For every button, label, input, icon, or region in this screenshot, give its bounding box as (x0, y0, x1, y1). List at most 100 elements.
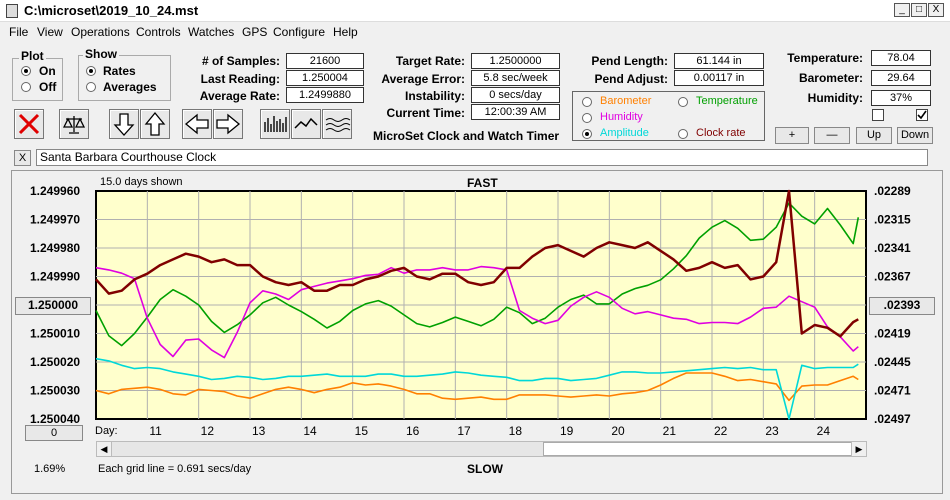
center-rate-button[interactable]: 1.250000 (15, 297, 91, 315)
barometer-label: Barometer: (798, 71, 863, 85)
option-checkbox-2[interactable] (916, 109, 928, 121)
barometer-option-label: Barometer (600, 95, 652, 107)
plus-button[interactable]: + (775, 127, 809, 144)
day-tick-label: 23 (765, 424, 779, 438)
menu-view[interactable]: View (37, 25, 63, 39)
pend-length-label: Pend Length: (591, 54, 668, 68)
option-checkbox-1[interactable] (872, 109, 884, 121)
app-icon (6, 4, 18, 18)
show-averages-radio[interactable] (86, 82, 96, 92)
samples-value: 21600 (286, 53, 364, 69)
show-group (78, 55, 171, 101)
day-tick-label: 13 (252, 424, 266, 438)
menu-operations[interactable]: Operations (71, 25, 130, 39)
slow-label: SLOW (467, 462, 503, 476)
day-tick-label: 12 (201, 424, 215, 438)
series-line-humidity (95, 265, 859, 359)
right-tick-label: .02367 (874, 270, 911, 284)
clear-clock-button[interactable]: X (14, 150, 31, 166)
zero-button[interactable]: 0 (25, 425, 83, 441)
plot-on-label: On (39, 64, 56, 78)
bar-graph-icon (264, 116, 287, 132)
wave-graph-button[interactable] (322, 109, 352, 139)
day-tick-label: 21 (663, 424, 677, 438)
clock-rate-option-label: Clock rate (696, 127, 746, 139)
menu-file[interactable]: File (9, 25, 29, 39)
barometer-value: 29.64 (871, 70, 931, 86)
barometer-radio[interactable] (582, 97, 592, 107)
line-graph-icon (294, 117, 318, 129)
bar-graph-button[interactable] (260, 109, 290, 139)
horizontal-scrollbar[interactable]: ◀ ▶ (96, 441, 867, 457)
menu-controls[interactable]: Controls (136, 25, 181, 39)
temperature-radio[interactable] (678, 97, 688, 107)
checkmark-icon (917, 110, 927, 120)
right-tick-label: .02471 (874, 384, 911, 398)
right-tick-label: .02315 (874, 213, 911, 227)
maximize-button[interactable]: □ (911, 3, 927, 17)
scroll-right-arrow-icon[interactable]: ▶ (851, 442, 866, 456)
humidity-label: Humidity: (807, 91, 863, 105)
arrow-up-icon (144, 111, 166, 136)
menu-watches[interactable]: Watches (188, 25, 235, 39)
right-tick-label: .02289 (874, 184, 911, 198)
left-arrow-button[interactable] (182, 109, 212, 139)
last-reading-label: Last Reading: (200, 72, 280, 86)
day-tick-label: 16 (406, 424, 420, 438)
balance-scale-icon (62, 116, 86, 134)
day-tick-label: 11 (149, 424, 162, 438)
up-arrow-button[interactable] (140, 109, 170, 139)
day-tick-label: 17 (457, 424, 471, 438)
amplitude-option-label: Amplitude (600, 127, 649, 139)
show-averages-label: Averages (103, 80, 157, 94)
close-button[interactable]: X (928, 3, 944, 17)
humidity-radio[interactable] (582, 113, 592, 123)
average-error-value: 5.8 sec/week (471, 70, 560, 86)
minus-button[interactable]: — (814, 127, 850, 144)
axis-ticks: 1.249960 1.249970 1.249980 1.249990 1.250010… (30, 184, 911, 438)
current-time-value: 12:00:39 AM (471, 104, 560, 120)
plot-off-radio[interactable] (21, 82, 31, 92)
series-line-clock-rate (95, 189, 859, 338)
right-arrow-button[interactable] (213, 109, 243, 139)
average-rate-value: 1.2499880 (286, 87, 364, 103)
show-group-label: Show (83, 47, 119, 61)
scroll-left-arrow-icon[interactable]: ◀ (97, 442, 112, 456)
left-tick-label: 1.250040 (30, 412, 80, 426)
rate-chart: 1.249960 1.249970 1.249980 1.249990 1.250010… (30, 184, 911, 438)
up-button[interactable]: Up (856, 127, 892, 144)
pend-length-value: 61.144 in (674, 53, 764, 69)
clock-name-field[interactable]: Santa Barbara Courthouse Clock (36, 149, 928, 166)
humidity-value: 37% (871, 90, 931, 106)
scroll-thumb[interactable] (543, 442, 853, 456)
menu-help[interactable]: Help (333, 25, 358, 39)
down-button[interactable]: Down (897, 127, 933, 144)
right-tick-label: .02497 (874, 412, 911, 426)
day-tick-label: 19 (560, 424, 574, 438)
arrow-left-icon (184, 113, 209, 135)
clock-rate-radio[interactable] (678, 129, 688, 139)
show-rates-radio[interactable] (86, 66, 96, 76)
line-graph-button[interactable] (291, 109, 321, 139)
instability-value: 0 secs/day (471, 87, 560, 103)
balance-button[interactable] (59, 109, 89, 139)
left-tick-label: 1.250020 (30, 355, 80, 369)
average-rate-label: Average Rate: (199, 89, 280, 103)
minimize-button[interactable]: _ (894, 3, 910, 17)
app-title: MicroSet Clock and Watch Timer (373, 129, 560, 143)
plot-on-radio[interactable] (21, 66, 31, 76)
instability-label: Instability: (404, 89, 465, 103)
stop-button[interactable] (14, 109, 44, 139)
center-amplitude-button[interactable]: .02393 (869, 297, 935, 315)
left-tick-label: 1.250010 (30, 327, 80, 341)
left-tick-label: 1.249980 (30, 241, 80, 255)
temperature-label: Temperature: (787, 51, 863, 65)
amplitude-radio[interactable] (582, 129, 592, 139)
menu-configure[interactable]: Configure (273, 25, 326, 39)
series-line-amplitude (95, 357, 859, 420)
day-tick-label: 24 (817, 424, 831, 438)
show-rates-label: Rates (103, 64, 136, 78)
down-arrow-button[interactable] (109, 109, 139, 139)
arrow-right-icon (216, 113, 241, 135)
menu-gps[interactable]: GPS (242, 25, 268, 39)
